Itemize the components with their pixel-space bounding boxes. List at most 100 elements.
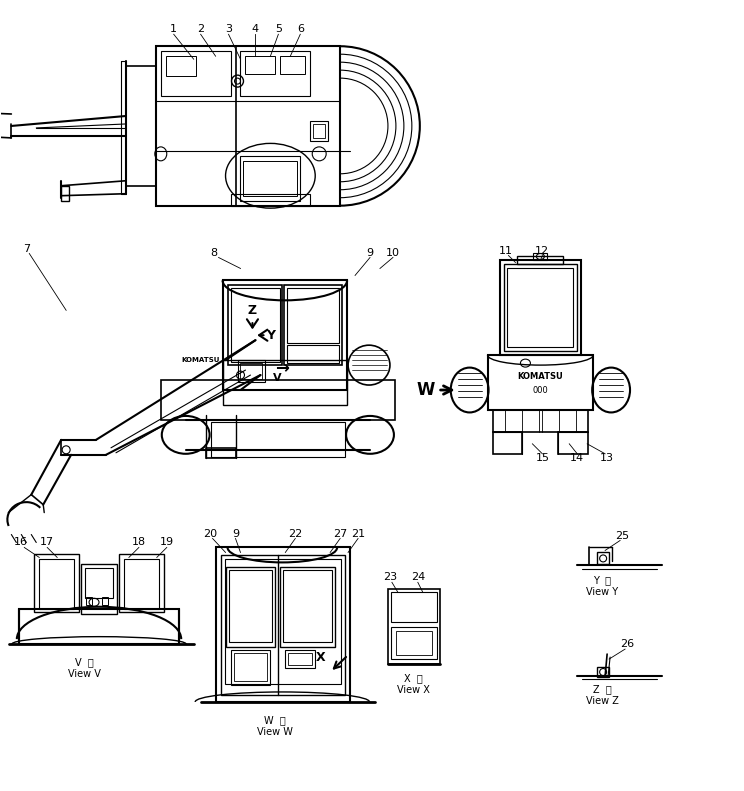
Bar [558, 432, 589, 454]
Text: 20: 20 [204, 528, 218, 539]
Text: 14: 14 [570, 452, 584, 463]
Bar [228, 570, 272, 642]
Bar [287, 345, 339, 363]
Bar [499, 260, 581, 355]
Bar [166, 56, 196, 76]
Text: 000: 000 [533, 385, 548, 395]
Bar [225, 559, 341, 684]
Bar [388, 589, 440, 664]
Text: 7: 7 [23, 244, 30, 254]
Text: View W: View W [257, 727, 293, 736]
Bar [283, 570, 332, 642]
Bar [289, 653, 312, 665]
Bar [155, 46, 340, 206]
Text: View V: View V [68, 669, 100, 679]
Text: 3: 3 [225, 25, 232, 34]
Text: X: X [315, 650, 325, 664]
Bar [240, 363, 263, 379]
Bar [222, 280, 347, 390]
Bar [280, 567, 335, 647]
Bar [597, 552, 609, 565]
Bar [493, 410, 589, 432]
Bar [280, 56, 305, 74]
Bar [391, 627, 437, 659]
Bar [211, 422, 345, 456]
Text: 16: 16 [14, 537, 28, 547]
Bar [61, 186, 69, 201]
Bar [597, 667, 609, 677]
Bar [81, 565, 117, 615]
Text: 12: 12 [535, 245, 549, 255]
Text: 8: 8 [210, 248, 217, 258]
Text: KOMATSU: KOMATSU [182, 357, 219, 363]
Bar [220, 555, 345, 695]
Bar [391, 592, 437, 623]
Bar [237, 360, 266, 382]
Text: 10: 10 [386, 248, 400, 258]
Bar [243, 161, 298, 195]
Text: 27: 27 [333, 528, 347, 539]
Text: 4: 4 [252, 25, 259, 34]
Bar [102, 597, 108, 605]
Bar [222, 360, 347, 405]
Bar [504, 264, 577, 351]
Text: 24: 24 [411, 573, 425, 582]
Bar [231, 650, 270, 685]
Text: 19: 19 [160, 537, 174, 547]
Text: 21: 21 [351, 528, 365, 539]
Bar [286, 650, 315, 668]
Text: →: → [275, 359, 289, 377]
Bar [119, 554, 164, 612]
Text: 11: 11 [498, 245, 513, 255]
Text: W  視: W 視 [264, 715, 286, 725]
Text: X  視: X 視 [405, 673, 423, 683]
Text: View X: View X [397, 685, 430, 695]
Bar [216, 547, 350, 702]
Text: 15: 15 [536, 452, 549, 463]
Bar [533, 252, 548, 260]
Bar [225, 567, 275, 647]
Bar [493, 432, 522, 454]
Text: 23: 23 [383, 573, 397, 582]
Text: W: W [417, 381, 435, 399]
Text: 22: 22 [288, 528, 302, 539]
Bar [246, 56, 275, 74]
Text: 9: 9 [232, 528, 239, 539]
Text: 18: 18 [132, 537, 146, 547]
Text: 25: 25 [615, 531, 629, 540]
Bar [234, 653, 267, 681]
Text: Z: Z [248, 304, 257, 317]
Bar [39, 559, 74, 609]
Text: KOMATSU: KOMATSU [518, 372, 563, 380]
Text: 6: 6 [297, 25, 304, 34]
Bar [507, 268, 573, 347]
Bar [231, 289, 280, 362]
Bar [228, 286, 282, 365]
Bar [518, 256, 563, 264]
Bar [396, 631, 432, 655]
Bar [310, 121, 328, 141]
Bar [161, 380, 395, 420]
Text: 9: 9 [367, 248, 373, 258]
Bar [284, 286, 342, 365]
Bar [231, 194, 310, 206]
Text: 5: 5 [275, 25, 282, 34]
Bar [34, 554, 79, 612]
Text: Z  視: Z 視 [593, 684, 612, 694]
Bar [161, 51, 231, 96]
Text: 2: 2 [197, 25, 204, 34]
Bar [240, 51, 310, 96]
Text: 13: 13 [600, 452, 614, 463]
Text: 17: 17 [40, 537, 54, 547]
Bar [124, 559, 158, 609]
Text: 1: 1 [170, 25, 177, 34]
Bar [19, 609, 179, 644]
Bar [240, 156, 301, 201]
Bar [85, 569, 113, 598]
Text: V: V [273, 373, 282, 383]
Text: View Z: View Z [586, 696, 618, 706]
Bar [487, 355, 593, 410]
Bar [287, 289, 339, 343]
Bar [205, 448, 236, 458]
Text: Y: Y [266, 329, 275, 342]
